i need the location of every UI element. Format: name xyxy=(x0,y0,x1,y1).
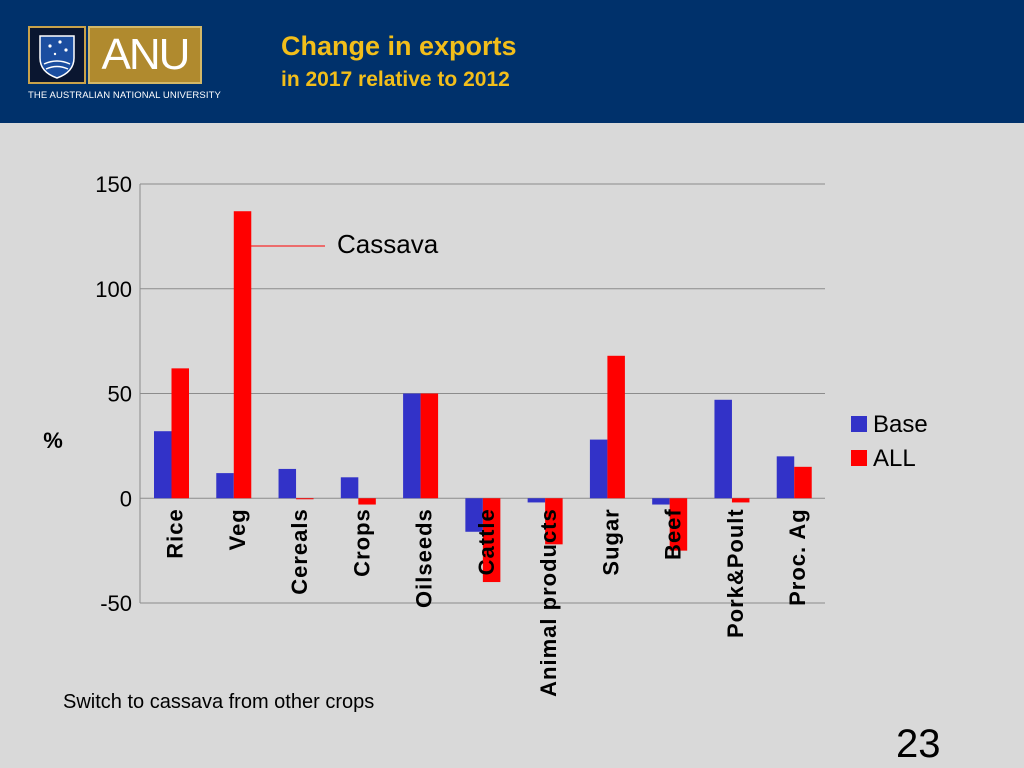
annotation-label: Cassava xyxy=(337,229,439,259)
anu-logo: ANU xyxy=(88,26,202,84)
university-name: THE AUSTRALIAN NATIONAL UNIVERSITY xyxy=(28,90,221,101)
bar-base-cattle xyxy=(465,498,483,532)
bar-base-crops xyxy=(340,477,359,499)
bar-base-veg xyxy=(216,473,234,499)
y-tick-label: 100 xyxy=(95,277,132,302)
slide-title: Change in exports xyxy=(281,31,517,61)
legend-label-base: Base xyxy=(873,411,928,438)
bar-all-cattle xyxy=(482,498,501,583)
legend-swatch-base xyxy=(851,416,867,432)
legend-label-all: ALL xyxy=(873,445,916,472)
slide-subtitle: in 2017 relative to 2012 xyxy=(281,68,510,91)
bar-base-sugar xyxy=(589,439,608,499)
header-bar: ANU THE AUSTRALIAN NATIONAL UNIVERSITY C… xyxy=(0,0,1024,123)
y-tick-label: 50 xyxy=(108,382,132,407)
x-tick-label: Crops xyxy=(349,508,374,577)
bar-base-animal-products xyxy=(527,498,546,503)
bar-base-rice xyxy=(154,431,172,499)
legend-swatch-all xyxy=(851,450,867,466)
bar-all-sugar xyxy=(607,355,625,499)
bar-all-proc-ag xyxy=(794,466,812,499)
x-tick-label: Beef xyxy=(661,508,686,560)
x-tick-label: Oilseeds xyxy=(412,508,437,608)
anu-crest-icon xyxy=(28,26,86,84)
y-tick-label: 0 xyxy=(120,486,132,511)
bar-all-beef xyxy=(669,498,688,551)
y-tick-label: 150 xyxy=(95,172,132,197)
bar-all-crops xyxy=(358,498,376,505)
page-number: 23 xyxy=(896,722,941,766)
x-tick-label: Sugar xyxy=(598,508,623,575)
bar-all-oilseeds xyxy=(420,393,439,499)
bar-all-rice xyxy=(171,368,189,499)
bar-base-pork-poult xyxy=(714,399,732,499)
bar-all-cereals xyxy=(296,498,314,500)
x-tick-label: Proc. Ag xyxy=(785,508,810,606)
bar-base-proc-ag xyxy=(776,456,795,499)
x-tick-label: Cereals xyxy=(287,508,312,595)
x-tick-label: Pork&Poult xyxy=(723,508,748,638)
x-tick-label: Cattle xyxy=(474,508,499,575)
y-tick-label: -50 xyxy=(100,591,132,616)
bar-base-beef xyxy=(652,498,670,505)
x-tick-label: Rice xyxy=(163,508,188,558)
x-tick-label: Veg xyxy=(225,508,250,550)
bar-all-veg xyxy=(233,211,252,499)
x-tick-label: Animal products xyxy=(536,508,561,697)
bar-all-pork-poult xyxy=(731,498,750,503)
bar-all-animal-products xyxy=(545,498,563,545)
bar-base-oilseeds xyxy=(403,393,421,499)
footnote: Switch to cassava from other crops xyxy=(63,691,375,713)
bar-base-cereals xyxy=(278,468,297,499)
y-axis-label: % xyxy=(43,428,63,453)
